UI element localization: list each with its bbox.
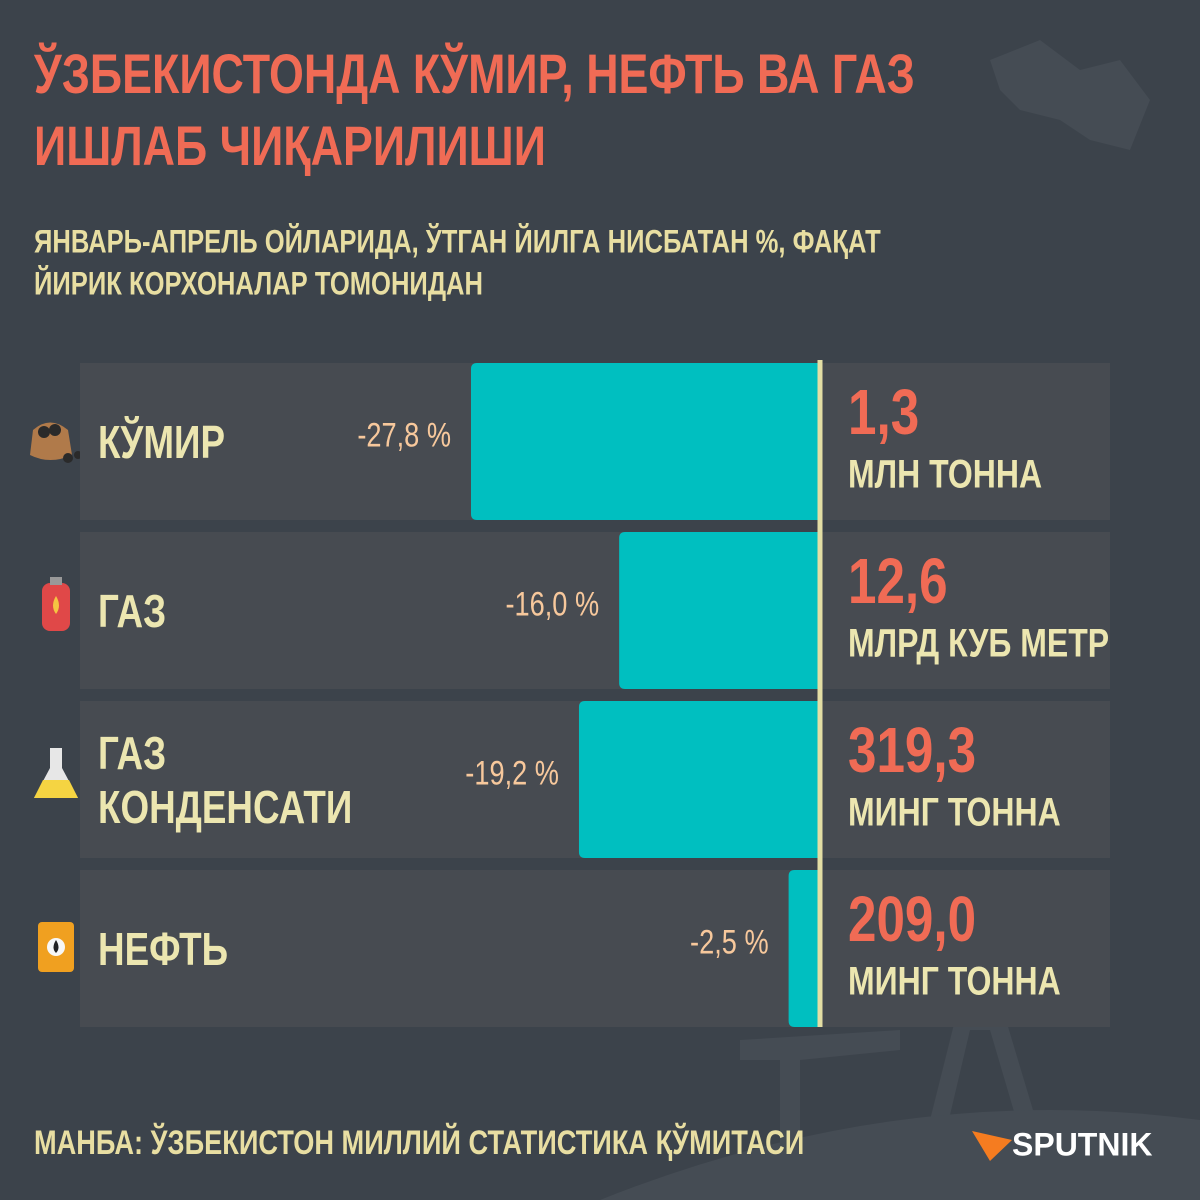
icon-coal (30, 422, 82, 463)
unit: МЛН ТОННА (848, 451, 1042, 496)
row-band (80, 532, 1110, 689)
unit: МИНГ ТОННА (848, 789, 1061, 834)
chart-title: ИШЛАБ ЧИҚАРИЛИШИ (34, 114, 546, 177)
amount: 1,3 (848, 378, 919, 449)
chart-subtitle: ЙИРИК КОРХОНАЛАР ТОМОНИДАН (34, 265, 483, 303)
category-box: ГАЗ КОНДЕНСАТИ (98, 701, 353, 858)
value-label: -27,8 % (357, 416, 451, 455)
bar (578, 701, 820, 858)
bar (788, 870, 820, 1027)
icon-barrel (38, 922, 74, 972)
unit: МИНГ ТОННА (848, 958, 1061, 1003)
category-label: КЎМИР (98, 415, 226, 468)
brand: SPUTNIK (1012, 1126, 1152, 1162)
category-label: НЕФТЬ (98, 922, 229, 975)
bar (471, 363, 820, 520)
category-label: ГАЗ КОНДЕНСАТИ (98, 726, 353, 833)
category-box: КЎМИР (98, 363, 348, 520)
value-label: -2,5 % (690, 923, 769, 962)
value-label: -16,0 % (505, 585, 599, 624)
chart-subtitle: ЯНВАРЬ-АПРЕЛЬ ОЙЛАРИДА, ЎТГАН ЙИЛГА НИСБ… (34, 223, 881, 261)
source: МАНБА: ЎЗБЕКИСТОН МИЛЛИЙ СТАТИСТИКА ҚЎМИ… (34, 1122, 804, 1162)
category-box: ГАЗ (98, 532, 348, 689)
amount: 12,6 (848, 547, 948, 618)
icon-flask (34, 748, 78, 798)
unit: МЛРД КУБ МЕТР (848, 620, 1109, 665)
brand-logo (972, 1131, 1012, 1161)
bar (619, 532, 820, 689)
category-label: ГАЗ (98, 584, 167, 637)
decoration (600, 40, 1200, 1200)
icon-gas (42, 577, 70, 631)
row-band (80, 870, 1110, 1027)
chart-title: ЎЗБЕКИСТОНДА КЎМИР, НЕФТЬ ВА ГАЗ (33, 42, 915, 105)
category-box: НЕФТЬ (98, 870, 348, 1027)
amount: 319,3 (848, 716, 976, 787)
amount: 209,0 (848, 885, 976, 956)
value-label: -19,2 % (465, 754, 559, 793)
